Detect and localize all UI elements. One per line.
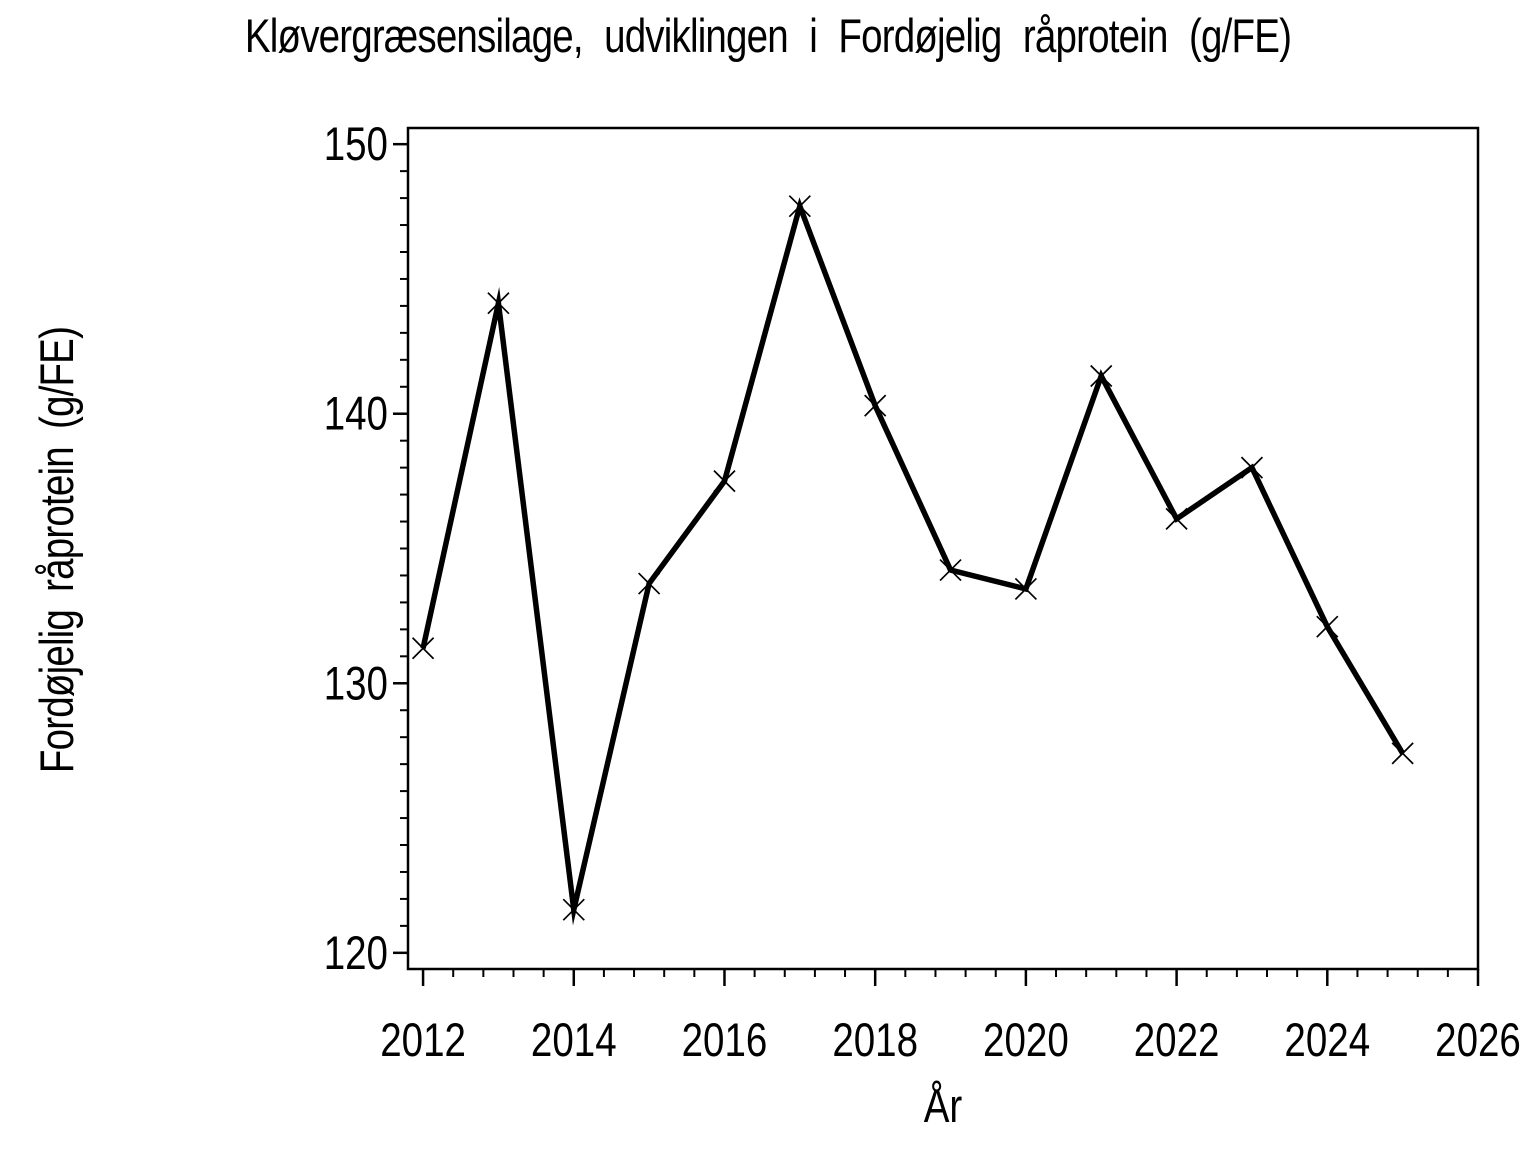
y-tick-label: 150 bbox=[324, 119, 388, 171]
data-point-marker bbox=[487, 292, 510, 315]
x-tick-label: 2020 bbox=[983, 1014, 1069, 1066]
x-tick-label: 2024 bbox=[1284, 1014, 1370, 1066]
x-tick-label: 2026 bbox=[1435, 1014, 1521, 1066]
data-point-marker bbox=[1316, 615, 1339, 638]
data-point-marker bbox=[1240, 456, 1264, 479]
x-tick-label: 2018 bbox=[832, 1014, 918, 1066]
data-point-marker bbox=[788, 195, 811, 218]
data-point-marker bbox=[1090, 364, 1113, 388]
x-tick-label: 2022 bbox=[1134, 1014, 1220, 1066]
data-point-marker bbox=[939, 558, 962, 582]
x-tick-label: 2014 bbox=[531, 1014, 617, 1066]
x-tick-label: 2012 bbox=[380, 1014, 466, 1066]
x-axis-label: År bbox=[923, 1079, 963, 1132]
data-point-marker bbox=[562, 898, 585, 921]
y-tick-label: 120 bbox=[324, 927, 388, 979]
y-tick-label: 140 bbox=[324, 388, 388, 440]
x-tick-label: 2016 bbox=[682, 1014, 768, 1066]
data-point-marker bbox=[1165, 507, 1188, 530]
y-tick-label: 130 bbox=[324, 658, 388, 710]
data-point-marker bbox=[864, 394, 887, 417]
data-point-marker bbox=[713, 470, 736, 493]
data-point-marker bbox=[638, 572, 661, 595]
data-point-marker bbox=[1014, 577, 1037, 601]
data-point-marker bbox=[1391, 742, 1414, 765]
data-line bbox=[420, 197, 1406, 926]
chart-title: Kløvergræsensilage, udviklingen i Fordøj… bbox=[244, 9, 1292, 62]
data-point-marker bbox=[411, 637, 435, 660]
